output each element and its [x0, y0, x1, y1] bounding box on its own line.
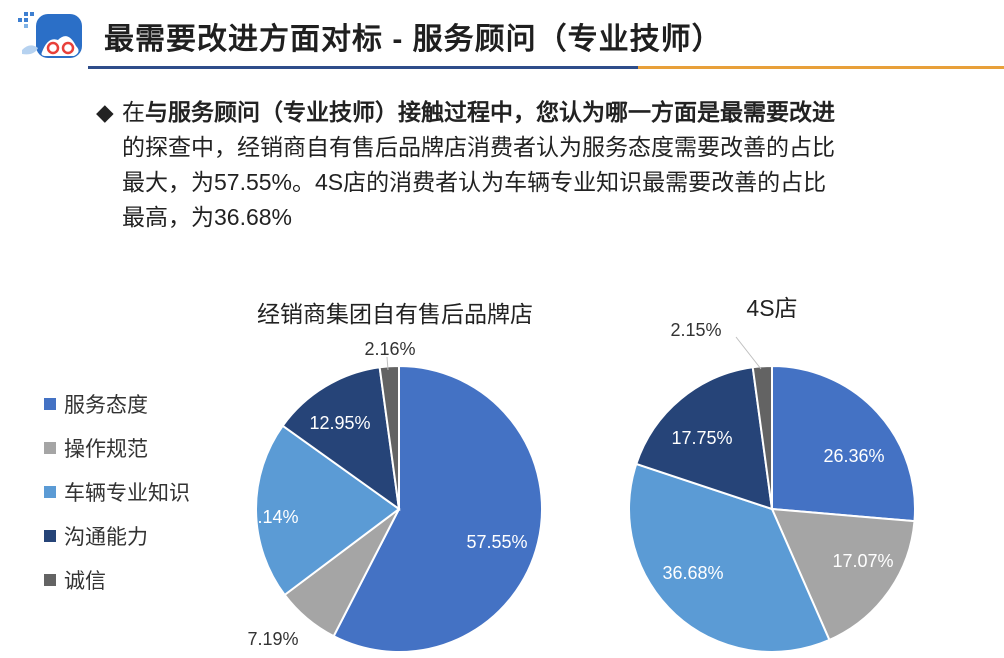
pie-slice	[771, 364, 916, 523]
data-label: 2.15%	[670, 320, 721, 340]
legend-label: 沟通能力	[64, 526, 148, 549]
brand-logo	[18, 12, 82, 58]
summary-question: 与服务顾问（专业技师）接触过程中，您认为哪一方面是最需要改进	[145, 99, 835, 125]
pie-slice	[255, 424, 401, 597]
leader-line	[735, 336, 762, 370]
title-underline-blue	[88, 66, 638, 69]
pie-slice	[770, 507, 916, 642]
summary-line-4: 最高，为36.68%	[122, 204, 293, 230]
data-label: 20.14%	[237, 507, 298, 527]
legend-swatch	[44, 486, 56, 499]
summary-prefix: 在	[122, 99, 145, 125]
diamond-bullet-icon: ◆	[96, 99, 114, 125]
pie-slice	[635, 366, 774, 511]
title-underline-orange	[638, 66, 1004, 69]
pie-slice	[628, 462, 831, 653]
summary-line-3: 最大，为57.55%。4S店的消费者认为车辆专业知识最需要改善的占比	[122, 169, 827, 195]
data-label: 17.75%	[671, 428, 732, 448]
legend-item: 服务态度	[44, 395, 190, 417]
legend-swatch	[44, 398, 56, 411]
legend-item: 沟通能力	[44, 527, 190, 549]
legend-item: 操作规范	[44, 439, 190, 461]
page-title: 最需要改进方面对标 - 服务顾问（专业技师）	[104, 23, 723, 56]
pie-slice	[281, 366, 401, 512]
chart-title: 经销商集团自有售后品牌店	[257, 301, 533, 327]
legend-item: 诚信	[44, 571, 190, 593]
summary-line-2: 的探查中，经销商自有售后品牌店消费者认为服务态度需要改善的占比	[122, 134, 835, 160]
legend-label: 诚信	[64, 570, 106, 593]
summary-line-1: ◆ 在与服务顾问（专业技师）接触过程中，您认为哪一方面是最需要改进	[96, 95, 936, 130]
legend-swatch	[44, 574, 56, 587]
leader-line	[386, 356, 389, 371]
chart-legend: 服务态度操作规范车辆专业知识 沟通能力诚信	[44, 395, 190, 615]
pie-slice	[332, 364, 543, 653]
data-label: 36.68%	[662, 563, 723, 583]
legend-swatch	[44, 530, 56, 543]
legend-label: 车辆专业知识	[64, 482, 190, 505]
chart-title: 4S店	[746, 295, 797, 321]
data-label: 26.36%	[823, 446, 884, 466]
pie-slice	[378, 364, 400, 510]
data-label: 2.16%	[364, 339, 415, 359]
data-label: 12.95%	[309, 413, 370, 433]
data-label: 7.19%	[247, 629, 298, 649]
legend-label: 服务态度	[64, 394, 148, 417]
data-label: 17.07%	[832, 551, 893, 571]
legend-label: 操作规范	[64, 438, 148, 461]
data-label: 57.55%	[466, 532, 527, 552]
legend-swatch	[44, 442, 56, 455]
pie-slice	[751, 364, 773, 510]
legend-item: 车辆专业知识	[44, 483, 190, 505]
summary-text: ◆ 在与服务顾问（专业技师）接触过程中，您认为哪一方面是最需要改进 的探查中，经销…	[96, 95, 936, 235]
